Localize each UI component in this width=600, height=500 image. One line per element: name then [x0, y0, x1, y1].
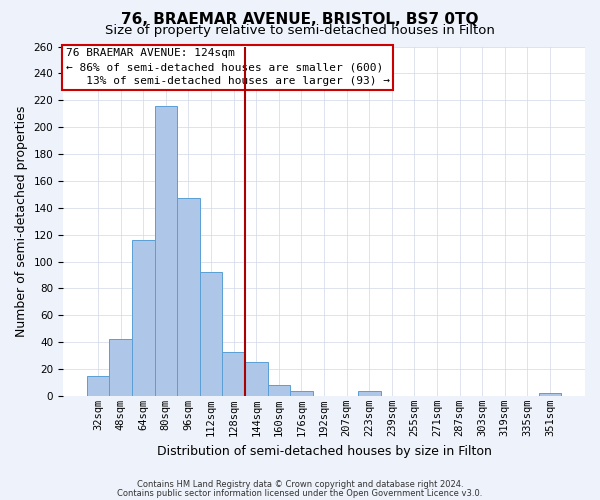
Text: Contains public sector information licensed under the Open Government Licence v3: Contains public sector information licen… — [118, 488, 482, 498]
X-axis label: Distribution of semi-detached houses by size in Filton: Distribution of semi-detached houses by … — [157, 444, 491, 458]
Text: 76 BRAEMAR AVENUE: 124sqm
← 86% of semi-detached houses are smaller (600)
   13%: 76 BRAEMAR AVENUE: 124sqm ← 86% of semi-… — [65, 48, 389, 86]
Bar — [87, 376, 109, 396]
Bar — [177, 198, 200, 396]
Bar — [132, 240, 155, 396]
Bar — [539, 393, 561, 396]
Bar — [223, 352, 245, 396]
Bar — [245, 362, 268, 396]
Bar — [290, 390, 313, 396]
Y-axis label: Number of semi-detached properties: Number of semi-detached properties — [15, 106, 28, 337]
Text: 76, BRAEMAR AVENUE, BRISTOL, BS7 0TQ: 76, BRAEMAR AVENUE, BRISTOL, BS7 0TQ — [121, 12, 479, 28]
Bar — [268, 385, 290, 396]
Bar — [200, 272, 223, 396]
Bar — [155, 106, 177, 396]
Bar — [109, 340, 132, 396]
Text: Contains HM Land Registry data © Crown copyright and database right 2024.: Contains HM Land Registry data © Crown c… — [137, 480, 463, 489]
Text: Size of property relative to semi-detached houses in Filton: Size of property relative to semi-detach… — [105, 24, 495, 37]
Bar — [358, 390, 380, 396]
